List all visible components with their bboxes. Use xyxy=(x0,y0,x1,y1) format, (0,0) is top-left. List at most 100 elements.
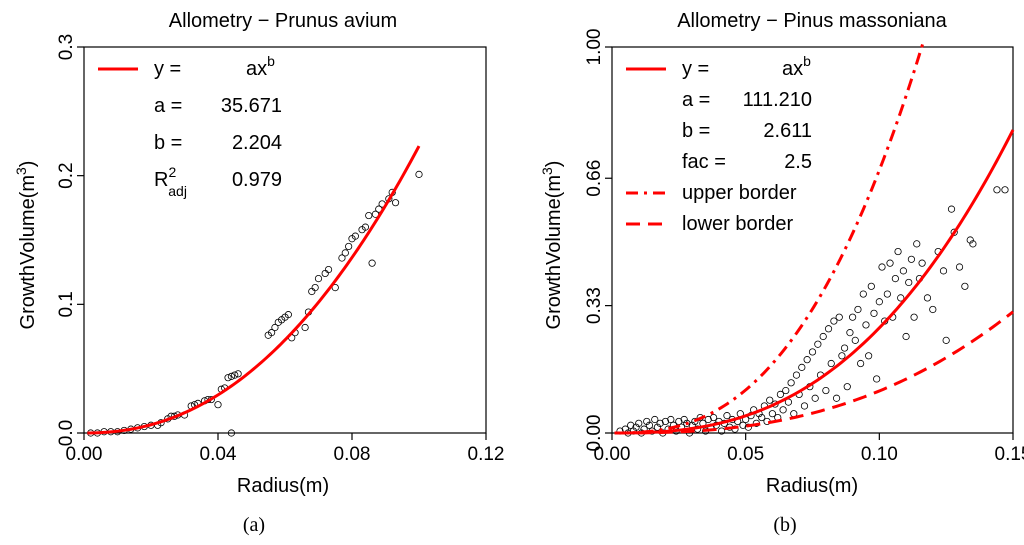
panel-b-data-point xyxy=(918,259,926,267)
panel-a-x-tick-label: 0.12 xyxy=(468,444,505,465)
panel-a-data-point xyxy=(368,259,376,267)
panel-a-data-point xyxy=(351,232,359,240)
panel-a-fit-curve xyxy=(87,145,421,435)
panel-a-x-tick-label: 0.04 xyxy=(200,444,237,465)
panel-a-y-axis-label: GrowthVolume(m3) xyxy=(13,161,39,330)
panel-b-data-point xyxy=(848,313,857,321)
panel-b-data-point xyxy=(843,383,851,391)
panel-a-data-point xyxy=(324,265,333,274)
panel-b-data-point xyxy=(883,290,891,298)
panel-b-data-point xyxy=(704,415,712,424)
panel-b-data-point xyxy=(744,423,752,431)
panel-a-legend-param-label: a = xyxy=(154,95,182,117)
panel-b-data-point xyxy=(680,415,688,424)
panel-a-y-tick-label: 0.0 xyxy=(56,420,77,446)
panel-b-x-tick-label: 0.15 xyxy=(995,444,1024,465)
panel-b-data-point xyxy=(683,419,691,427)
panel-a-data-point xyxy=(338,254,346,262)
panel-b-plot-frame xyxy=(611,46,1014,434)
panel-a-legend-param-value: 2.204 xyxy=(232,132,282,154)
panel-a-legend-param-label: b = xyxy=(154,132,182,154)
panel-b-data-point xyxy=(966,236,974,244)
panel-b-x-axis-label: Radius(m) xyxy=(766,475,858,497)
panel-a-legend-r2-label: R2 adj xyxy=(154,164,187,199)
panel-b-data-point xyxy=(758,413,766,422)
panel-b-data-point xyxy=(819,332,827,341)
panel-b-data-point xyxy=(857,359,865,368)
panel-a-title: Allometry − Prunus avium xyxy=(169,10,397,32)
panel-b-upper-border-curve xyxy=(614,41,925,435)
panel-b-data-point xyxy=(808,348,817,356)
panel-b-data-point xyxy=(830,317,838,325)
panel-b-legend-param-label: a = xyxy=(682,89,710,111)
panel-a-data-point xyxy=(308,287,316,296)
panel-a-data-point xyxy=(267,329,276,337)
panel-b-data-point xyxy=(969,240,977,248)
panel-b-legend-formula: y = xyxy=(682,58,709,80)
panel-a-y-tick-label: 0.1 xyxy=(56,291,77,317)
panel-b-legend-upper-label: upper border xyxy=(682,182,797,204)
panel-b-data-point xyxy=(661,417,670,426)
panel-b-data-point xyxy=(643,417,651,426)
panel-a-data-point xyxy=(271,323,279,332)
panel-b-data-point xyxy=(955,263,964,271)
panel-b-legend-param-value: 111.210 xyxy=(743,89,812,111)
panel-a-data-point xyxy=(365,211,373,220)
panel-b-data-point xyxy=(907,255,916,263)
panel-b-data-point xyxy=(891,274,899,283)
panel-a: Allometry − Prunus avium 0.00 0.04 0.08 0.1… xyxy=(13,10,504,536)
panel-b-plot-area: 0.00 0.05 0.10 0.15 0.00 0.33 0.66 1.00 y = axb a … xyxy=(584,29,1024,465)
panel-b-data-point xyxy=(899,267,907,275)
panel-b-y-tick-label: 0.66 xyxy=(584,160,605,197)
panel-a-data-point xyxy=(231,371,239,379)
panel-a-legend-param-value: 35.671 xyxy=(221,95,282,117)
panel-b-legend-param-value: 2.5 xyxy=(784,151,812,173)
panel-b-data-point xyxy=(814,340,822,348)
panel-b-fit-curve xyxy=(614,129,1015,435)
panel-b-data-point xyxy=(894,247,902,256)
panel-b-data-point xyxy=(723,412,731,420)
panel-b-legend-param-label: b = xyxy=(682,120,710,142)
panel-b-data-point xyxy=(822,386,830,395)
panel-a-data-point xyxy=(314,274,323,283)
panel-b-data-point xyxy=(827,359,835,368)
panel-b-data-point xyxy=(961,282,969,290)
panel-b-label: (b) xyxy=(773,514,796,536)
panel-b-data-point xyxy=(811,394,819,402)
panel-b-data-point xyxy=(875,298,883,306)
panel-b-data-point xyxy=(867,282,875,290)
panel-a-x-tick-label: 0.00 xyxy=(66,444,103,465)
panel-b-data-point xyxy=(691,417,699,426)
panel-b-data-point xyxy=(739,421,747,429)
panel-b-data-point xyxy=(1001,186,1009,194)
panel-b-data-point xyxy=(803,356,811,364)
panel-b-data-point xyxy=(824,325,833,333)
panel-a-data-point xyxy=(331,284,339,292)
panel-b-y-tick-label: 0.00 xyxy=(584,415,605,452)
panel-b-data-point xyxy=(656,419,664,427)
panel-b-data-point xyxy=(950,228,958,236)
panel-b-data-point xyxy=(838,352,846,360)
panel-b-lower-border-curve xyxy=(614,310,1014,435)
panel-b-data-point xyxy=(873,375,881,383)
panel-b-data-point xyxy=(859,290,867,298)
panel-b-data-point xyxy=(923,294,932,302)
panel-a-data-point xyxy=(234,370,242,378)
panel-b-legend-lower-label: lower border xyxy=(682,213,794,235)
panel-a-data-point xyxy=(224,374,232,382)
panel-b-y-tick-label: 0.33 xyxy=(584,287,605,324)
panel-b-data-point xyxy=(870,309,878,317)
panel-a-y-tick-label: 0.3 xyxy=(56,34,77,60)
panel-a-data-point xyxy=(415,170,423,178)
panel-b-data-point xyxy=(878,263,886,271)
panel-b-data-point xyxy=(709,413,718,422)
panel-b: Allometry − Pinus massoniana 0.00 0.05 0.1… xyxy=(539,10,1024,536)
panel-b-data-point xyxy=(787,379,795,387)
panel-b-data-point xyxy=(865,352,873,360)
panel-a-data-point xyxy=(227,429,235,437)
panel-b-data-point xyxy=(942,336,950,344)
panel-a-data-point xyxy=(345,242,353,251)
panel-a-label: (a) xyxy=(243,514,265,536)
panel-b-data-point xyxy=(768,410,777,418)
panel-a-x-tick-label: 0.08 xyxy=(334,444,371,465)
